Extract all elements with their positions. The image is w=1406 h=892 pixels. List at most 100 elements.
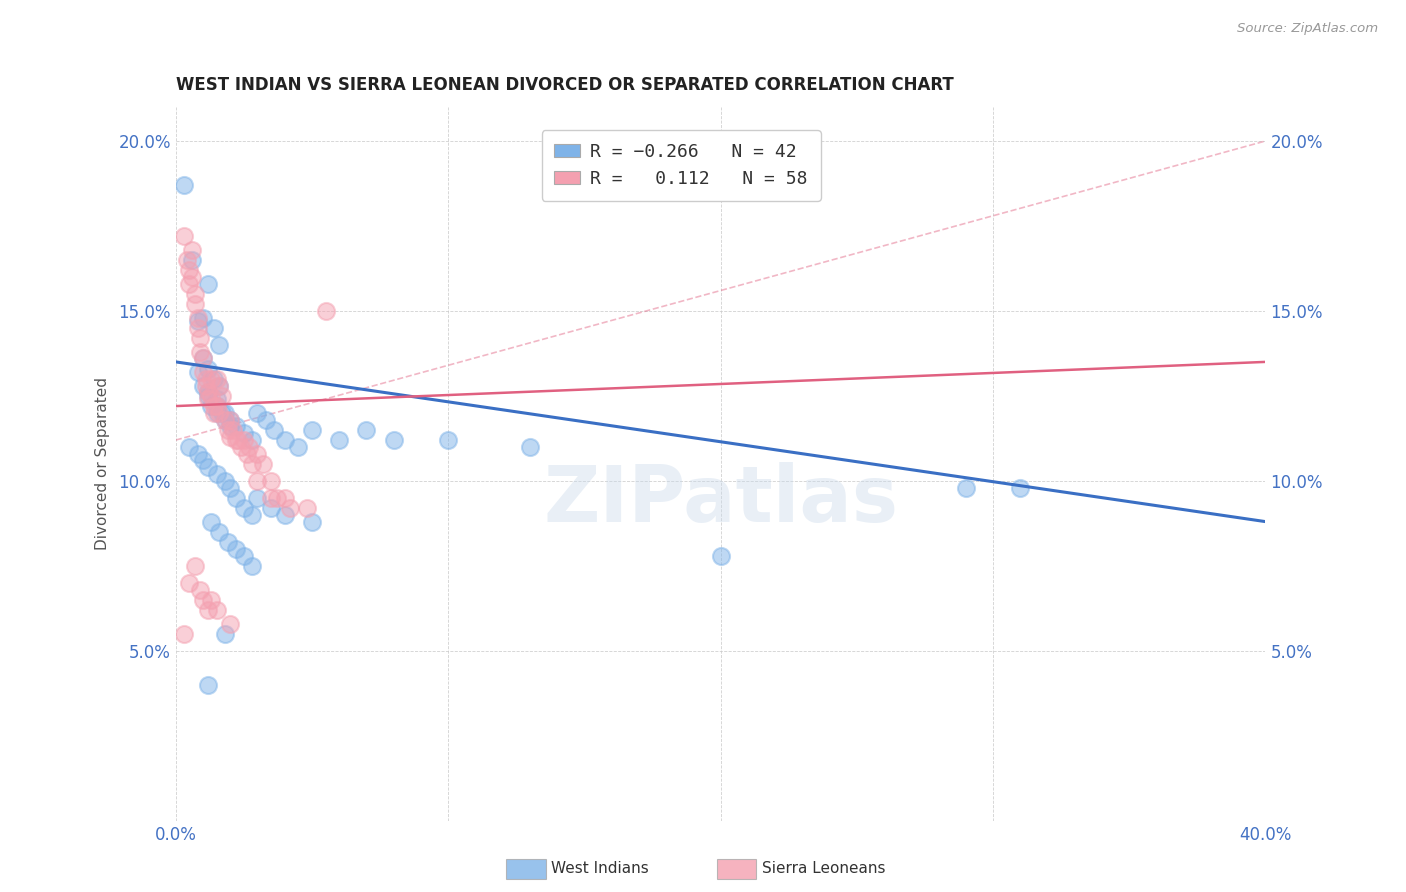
Point xyxy=(188,331,211,345)
Text: Source: ZipAtlas.com: Source: ZipAtlas.com xyxy=(1237,22,1378,36)
Point xyxy=(232,501,254,516)
Point xyxy=(197,389,219,403)
Point xyxy=(222,423,245,437)
Point xyxy=(217,423,239,437)
Point xyxy=(202,321,225,335)
Point xyxy=(208,378,231,392)
Point xyxy=(197,460,219,475)
Point xyxy=(191,351,214,366)
Point xyxy=(356,423,378,437)
Point xyxy=(173,178,195,193)
Point xyxy=(246,406,269,420)
Legend: R = −0.266   N = 42, R =   0.112   N = 58: R = −0.266 N = 42, R = 0.112 N = 58 xyxy=(541,130,821,201)
Point xyxy=(200,592,222,607)
Point xyxy=(197,392,219,407)
Point xyxy=(232,433,254,447)
Point xyxy=(263,423,285,437)
Point xyxy=(197,385,219,400)
Point xyxy=(214,626,236,640)
Point xyxy=(301,515,323,529)
Point xyxy=(184,287,207,301)
Point xyxy=(219,412,242,426)
Text: West Indians: West Indians xyxy=(551,862,650,876)
Point xyxy=(205,467,228,481)
Point xyxy=(238,440,260,454)
Point xyxy=(197,361,219,376)
Point xyxy=(328,433,350,447)
Point xyxy=(211,406,233,420)
Point xyxy=(219,419,242,434)
Point xyxy=(208,524,231,539)
Text: ZIPatlas: ZIPatlas xyxy=(543,461,898,538)
Point xyxy=(208,338,231,352)
Point xyxy=(188,344,211,359)
Point xyxy=(186,447,209,461)
Point xyxy=(205,603,228,617)
Y-axis label: Divorced or Separated: Divorced or Separated xyxy=(96,377,110,550)
Text: Sierra Leoneans: Sierra Leoneans xyxy=(762,862,886,876)
Point xyxy=(214,474,236,488)
Point xyxy=(274,491,297,505)
Point xyxy=(232,426,254,441)
Point xyxy=(217,535,239,549)
Point xyxy=(200,389,222,403)
Point xyxy=(191,351,214,366)
Text: WEST INDIAN VS SIERRA LEONEAN DIVORCED OR SEPARATED CORRELATION CHART: WEST INDIAN VS SIERRA LEONEAN DIVORCED O… xyxy=(176,77,953,95)
Point xyxy=(194,378,217,392)
Point xyxy=(205,392,228,407)
Point xyxy=(173,229,195,244)
Point xyxy=(235,447,257,461)
Point xyxy=(205,372,228,386)
Point xyxy=(205,399,228,413)
Point xyxy=(254,412,277,426)
Point xyxy=(184,297,207,311)
Point xyxy=(219,412,242,426)
Point xyxy=(214,412,236,426)
Point xyxy=(219,616,242,631)
Point xyxy=(202,406,225,420)
Point xyxy=(191,592,214,607)
Point xyxy=(955,481,977,495)
Point xyxy=(246,447,269,461)
Point xyxy=(202,372,225,386)
Point xyxy=(197,603,219,617)
Point xyxy=(274,433,297,447)
Point xyxy=(246,474,269,488)
Point xyxy=(1010,481,1032,495)
Point xyxy=(208,378,231,392)
Point xyxy=(274,508,297,522)
Point xyxy=(278,501,301,516)
Point xyxy=(225,541,247,556)
Point xyxy=(191,453,214,467)
Point xyxy=(200,372,222,386)
Point xyxy=(240,457,263,471)
Point xyxy=(240,508,263,522)
Point xyxy=(232,549,254,563)
Point xyxy=(519,440,541,454)
Point xyxy=(181,269,204,284)
Point xyxy=(214,406,236,420)
Point xyxy=(260,474,283,488)
Point xyxy=(179,277,201,291)
Point xyxy=(252,457,274,471)
Point xyxy=(179,263,201,277)
Point xyxy=(205,399,228,413)
Point xyxy=(301,423,323,437)
Point xyxy=(191,310,214,325)
Point xyxy=(225,491,247,505)
Point xyxy=(186,321,209,335)
Point xyxy=(315,304,337,318)
Point xyxy=(191,378,214,392)
Point xyxy=(186,314,209,328)
Point xyxy=(197,678,219,692)
Point xyxy=(186,365,209,379)
Point xyxy=(219,430,242,444)
Point xyxy=(191,365,214,379)
Point xyxy=(197,385,219,400)
Point xyxy=(710,549,733,563)
Point xyxy=(240,433,263,447)
Point xyxy=(179,575,201,590)
Point xyxy=(240,558,263,573)
Point xyxy=(437,433,460,447)
Point xyxy=(228,433,250,447)
